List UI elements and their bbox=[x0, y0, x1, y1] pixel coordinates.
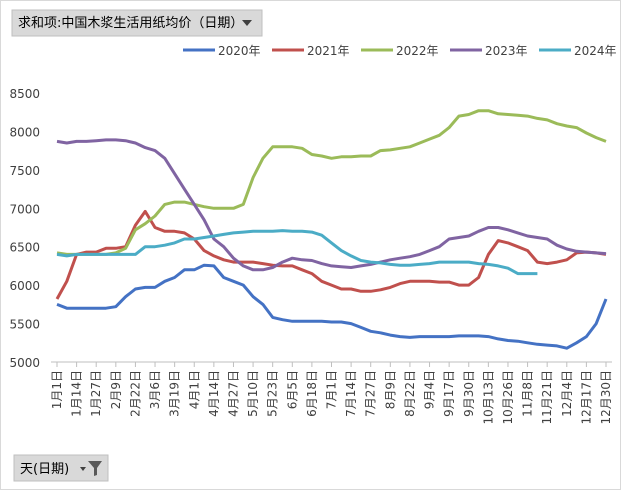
legend-label: 2022年 bbox=[396, 44, 439, 58]
x-tick-label: 11月8日 bbox=[521, 370, 535, 417]
x-tick-label: 2月9日 bbox=[109, 370, 123, 409]
x-tick-label: 3月6日 bbox=[148, 370, 162, 409]
x-tick-label: 9月30日 bbox=[462, 370, 476, 417]
x-tick-label: 9月17日 bbox=[442, 370, 456, 417]
x-tick-label: 12月17日 bbox=[579, 370, 593, 425]
x-tick-label: 2月22日 bbox=[128, 370, 142, 417]
legend-label: 2020年 bbox=[218, 44, 261, 58]
x-tick-label: 8月9日 bbox=[383, 370, 397, 409]
x-tick-label: 6月18日 bbox=[305, 370, 319, 417]
x-tick-label: 4月1日 bbox=[187, 370, 201, 409]
x-tick-label: 7月14日 bbox=[344, 370, 358, 417]
x-tick-label: 12月30日 bbox=[599, 370, 613, 425]
y-tick-label: 7000 bbox=[9, 202, 40, 216]
x-tick-label: 7月27日 bbox=[364, 370, 378, 417]
field-button[interactable] bbox=[11, 9, 263, 37]
field-button-label: 求和项:中国木浆生活用纸均价（日期） bbox=[18, 16, 243, 31]
legend-label: 2021年 bbox=[307, 44, 350, 58]
y-tick-label: 7500 bbox=[9, 164, 40, 178]
series-line bbox=[56, 263, 608, 350]
x-tick-label: 5月10日 bbox=[246, 370, 260, 417]
y-tick-label: 6500 bbox=[9, 241, 40, 255]
x-tick-label: 9月4日 bbox=[423, 370, 437, 409]
dropdown-arrow bbox=[242, 20, 252, 26]
x-tick-label: 7月1日 bbox=[325, 370, 339, 409]
y-tick-label: 6000 bbox=[9, 279, 40, 293]
axis-button[interactable] bbox=[13, 454, 109, 482]
x-tick-label: 4月14日 bbox=[207, 370, 221, 417]
x-tick-label: 1月14日 bbox=[70, 370, 84, 417]
x-tick-label: 6月5日 bbox=[285, 370, 299, 409]
x-tick-label: 3月19日 bbox=[168, 370, 182, 417]
filter-icon bbox=[88, 461, 102, 476]
series-line bbox=[56, 138, 607, 272]
x-tick-label: 12月4日 bbox=[560, 370, 574, 417]
series-line bbox=[56, 229, 538, 276]
series-line bbox=[56, 109, 607, 256]
x-tick-label: 1月1日 bbox=[50, 370, 64, 409]
axis-button-label: 天(日期) bbox=[20, 462, 69, 477]
series-line bbox=[55, 209, 607, 300]
x-tick-label: 8月22日 bbox=[403, 370, 417, 417]
y-tick-label: 5000 bbox=[9, 356, 40, 370]
y-tick-label: 8000 bbox=[9, 125, 40, 139]
legend-label: 2024年 bbox=[574, 44, 617, 58]
x-tick-label: 10月26日 bbox=[501, 370, 515, 425]
legend-label: 2023年 bbox=[485, 44, 528, 58]
x-tick-label: 11月21日 bbox=[540, 370, 554, 425]
x-tick-label: 4月27日 bbox=[226, 370, 240, 417]
dropdown-arrow bbox=[80, 467, 86, 471]
y-tick-label: 5500 bbox=[9, 318, 40, 332]
y-tick-label: 8500 bbox=[9, 87, 40, 101]
x-tick-label: 5月23日 bbox=[266, 370, 280, 417]
x-tick-label: 10月13日 bbox=[481, 370, 495, 425]
x-tick-label: 1月27日 bbox=[89, 370, 103, 417]
